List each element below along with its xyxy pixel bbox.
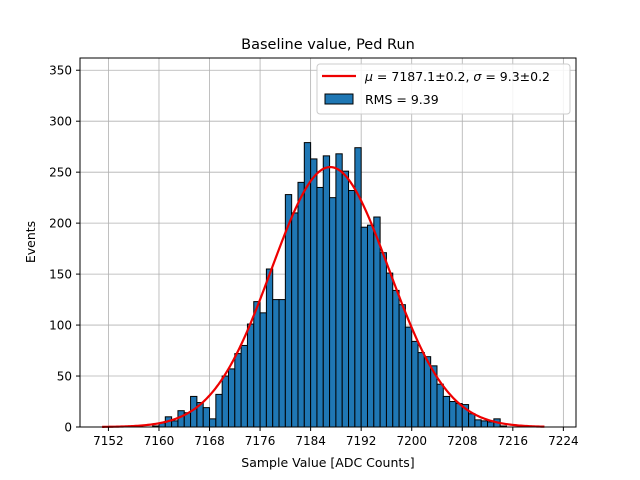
x-tick-label: 7160 bbox=[144, 434, 175, 448]
plot-frame bbox=[79, 57, 577, 428]
histogram-bar bbox=[240, 344, 248, 428]
histogram-bar bbox=[373, 216, 381, 428]
histogram-bar bbox=[442, 395, 451, 428]
x-tick-label: 7168 bbox=[194, 434, 225, 448]
histogram-bar bbox=[404, 326, 413, 428]
x-tick-label: 7224 bbox=[548, 434, 579, 448]
histogram-bar bbox=[246, 323, 255, 428]
y-tick-label: 0 bbox=[64, 421, 72, 435]
histogram-bar bbox=[436, 383, 444, 428]
histogram-bar bbox=[209, 418, 217, 428]
histogram-bar bbox=[265, 268, 274, 428]
y-tick-label: 250 bbox=[49, 166, 72, 180]
histogram-bar bbox=[253, 301, 261, 428]
gaussian-fit-curve bbox=[102, 165, 545, 428]
histogram-bar bbox=[177, 410, 185, 428]
x-axis-ticks: 7152 7160 7168 7176 7184 7192 7200 7208 7216 7224 bbox=[93, 427, 579, 448]
histogram-bar bbox=[221, 375, 229, 428]
histogram-bar bbox=[392, 289, 400, 428]
histogram-bar bbox=[202, 407, 211, 428]
histogram-bar bbox=[322, 155, 331, 428]
histogram-bar bbox=[171, 420, 179, 428]
histogram-bar bbox=[316, 186, 324, 428]
x-tick-label: 7176 bbox=[245, 434, 276, 448]
y-tick-label: 50 bbox=[57, 370, 72, 384]
histogram-bar bbox=[227, 368, 236, 428]
x-tick-label: 7208 bbox=[447, 434, 478, 448]
y-tick-label: 200 bbox=[49, 217, 72, 231]
legend-box bbox=[316, 63, 571, 115]
x-tick-label: 7152 bbox=[93, 434, 124, 448]
histogram-bar bbox=[310, 158, 318, 428]
histogram-bar bbox=[411, 340, 419, 428]
histogram-bars bbox=[152, 142, 507, 428]
histogram-bar bbox=[480, 420, 489, 428]
histogram-bar bbox=[234, 353, 242, 428]
y-tick-label: 300 bbox=[49, 115, 72, 129]
histogram-bar bbox=[417, 352, 425, 428]
x-axis-label: Sample Value [ADC Counts] bbox=[241, 455, 414, 470]
histogram-bar bbox=[398, 304, 406, 428]
histogram-bar bbox=[379, 252, 387, 428]
legend: μ = 7187.1±0.2, σ = 9.3±0.2 RMS = 9.39 bbox=[316, 63, 571, 115]
x-tick-label: 7216 bbox=[498, 434, 529, 448]
y-tick-label: 150 bbox=[49, 268, 72, 282]
y-tick-label: 100 bbox=[49, 319, 72, 333]
x-tick-label: 7192 bbox=[346, 434, 377, 448]
y-axis-ticks: 0 50 100 150 200 250 300 350 bbox=[49, 64, 80, 435]
x-tick-label: 7184 bbox=[295, 434, 326, 448]
histogram-bar bbox=[335, 153, 343, 428]
histogram-bar bbox=[366, 224, 375, 428]
histogram-bar bbox=[449, 401, 457, 428]
legend-fit-label: μ = 7187.1±0.2, σ = 9.3±0.2 bbox=[364, 69, 550, 84]
histogram-bar bbox=[487, 421, 495, 428]
histogram-bar bbox=[474, 419, 482, 428]
histogram-bar bbox=[278, 299, 286, 428]
y-axis-label: Events bbox=[23, 221, 38, 263]
histogram-bar bbox=[272, 299, 280, 428]
legend-hist-swatch bbox=[324, 93, 354, 105]
histogram-bar bbox=[360, 226, 368, 428]
x-tick-label: 7200 bbox=[396, 434, 427, 448]
histogram-bar bbox=[341, 170, 350, 428]
histogram-bar bbox=[455, 403, 463, 428]
histogram-bar bbox=[385, 272, 394, 428]
histogram-bar bbox=[259, 312, 267, 428]
histogram-bar bbox=[468, 413, 476, 428]
histogram-bar bbox=[329, 197, 337, 428]
histogram-bar bbox=[215, 393, 223, 428]
histogram-bar bbox=[291, 212, 299, 428]
y-tick-label: 350 bbox=[49, 64, 72, 78]
chart-title: Baseline value, Ped Run bbox=[241, 37, 415, 53]
legend-hist-label: RMS = 9.39 bbox=[365, 92, 439, 107]
histogram-bar bbox=[348, 190, 356, 428]
histogram-bar bbox=[297, 181, 305, 428]
